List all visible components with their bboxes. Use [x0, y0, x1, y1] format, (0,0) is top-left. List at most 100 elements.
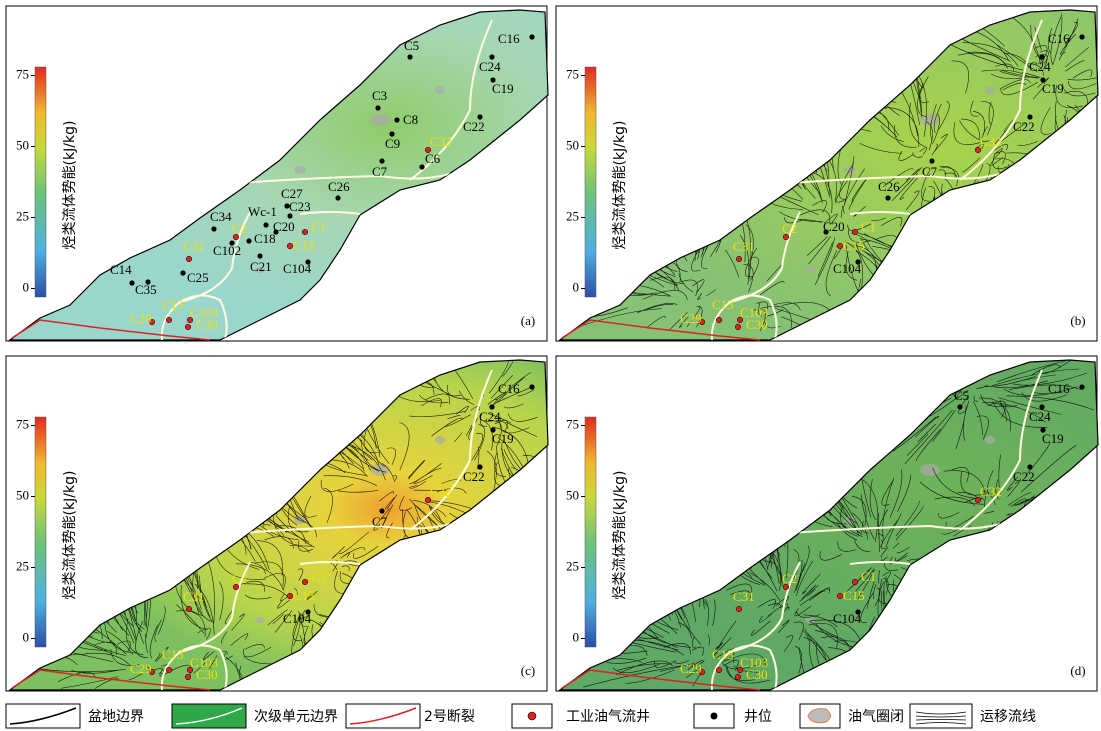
industrial-well [736, 256, 742, 262]
industrial-well [837, 243, 843, 249]
trap [805, 617, 815, 623]
industrial-well-label: C32 [980, 134, 1002, 149]
trap [805, 267, 815, 273]
well-label: C24 [1029, 409, 1051, 424]
legend-label: 运移流线 [980, 709, 1036, 725]
legend-box [346, 704, 420, 728]
industrial-well-label: C30 [746, 317, 768, 332]
colorbar-tick-label: 50 [566, 487, 579, 502]
industrial-well [302, 579, 308, 585]
industrial-well [735, 324, 741, 330]
industrial-well [186, 256, 192, 262]
well-label: C18 [254, 231, 276, 246]
industrial-well-label: C30 [196, 667, 218, 682]
well-label: C7 [922, 164, 938, 179]
well [407, 54, 412, 59]
well-label: C22 [463, 119, 485, 134]
trap [985, 86, 995, 94]
panel-label: (b) [1070, 313, 1085, 328]
well-label: C5 [954, 388, 969, 403]
legend-label: 次级单元边界 [254, 709, 338, 725]
colorbar-title: 烃类流体势能(kJ/kg) [62, 471, 78, 600]
colorbar [35, 417, 46, 647]
trap [435, 436, 445, 444]
well [375, 105, 380, 110]
colorbar [585, 417, 596, 647]
colorbar-tick-label: 25 [566, 558, 579, 573]
colorbar-tick-label: 50 [16, 137, 29, 152]
colorbar-tick-label: 75 [566, 417, 579, 432]
colorbar-tick-label: 0 [23, 629, 30, 644]
industrial-well [837, 593, 843, 599]
well [129, 280, 134, 285]
industrial-well-label: C1 [861, 219, 876, 234]
industrial-well-label: C2 [232, 571, 247, 586]
well-label: C19 [492, 81, 514, 96]
well [394, 117, 399, 122]
well [957, 404, 962, 409]
well-label: C19 [1042, 431, 1064, 446]
map-panel: C16C24C19C22C7C26C20C104C32C1C2C15C31C13… [556, 6, 1098, 341]
well [529, 34, 534, 39]
well-label: C25 [187, 270, 209, 285]
industrial-well-label: C32 [980, 484, 1002, 499]
industrial-well-label: C1 [311, 219, 326, 234]
industrial-well [166, 317, 172, 323]
colorbar-tick-label: 25 [16, 558, 29, 573]
well-label: C5 [404, 38, 419, 53]
colorbar-tick-label: 50 [16, 487, 29, 502]
well [1079, 384, 1084, 389]
well [419, 164, 424, 169]
well-label: C104 [833, 611, 862, 626]
well-label: C7 [372, 164, 388, 179]
colorbar-title: 烃类流体势能(kJ/kg) [612, 471, 628, 600]
trap [370, 464, 390, 476]
well-label: C19 [492, 431, 514, 446]
industrial-well-label: C2 [232, 221, 247, 236]
panel-label: (c) [521, 663, 535, 678]
colorbar-tick-label: 25 [566, 208, 579, 223]
industrial-well [186, 606, 192, 612]
map-panel: C16C24C19C22C104C7C32C1C2C15C31C13C103C2… [6, 356, 548, 691]
industrial-well-label: C2 [782, 571, 797, 586]
well-label: C20 [823, 219, 845, 234]
well-label: C24 [479, 59, 501, 74]
well-label: C8 [403, 112, 418, 127]
industrial-well [185, 324, 191, 330]
panel-label: (a) [521, 313, 535, 328]
colorbar [585, 67, 596, 297]
industrial-well-label: C13 [162, 297, 184, 312]
industrial-well [716, 667, 722, 673]
industrial-well-label: C29 [680, 311, 702, 326]
industrial-well [287, 243, 293, 249]
well [180, 270, 185, 275]
industrial-well-label: C30 [746, 667, 768, 682]
colorbar-tick-label: 0 [573, 279, 580, 294]
well [379, 158, 384, 163]
well-label: C19 [1042, 81, 1064, 96]
industrial-well-label: C15 [293, 238, 315, 253]
trap [294, 166, 306, 174]
well [929, 158, 934, 163]
industrial-well [735, 674, 741, 680]
industrial-well-label: C29 [130, 311, 152, 326]
figure: C5C16C24C19C3C8C22C9C7C6C26C27C23C34Wc-1… [0, 0, 1101, 731]
industrial-well-label: C30 [196, 317, 218, 332]
colorbar-title: 烃类流体势能(kJ/kg) [612, 121, 628, 250]
legend-label: 井位 [744, 709, 772, 725]
well-label: C102 [213, 243, 241, 258]
well [379, 508, 384, 513]
industrial-well-label: C13 [712, 647, 734, 662]
panel-label: (d) [1070, 663, 1085, 678]
well [246, 238, 251, 243]
industrial-well [716, 317, 722, 323]
industrial-well [852, 229, 858, 235]
well [257, 253, 262, 258]
industrial-well [287, 593, 293, 599]
industrial-well-label: C31 [183, 589, 205, 604]
industrial-well [185, 674, 191, 680]
well-label: C16 [1048, 31, 1070, 46]
well [885, 195, 890, 200]
